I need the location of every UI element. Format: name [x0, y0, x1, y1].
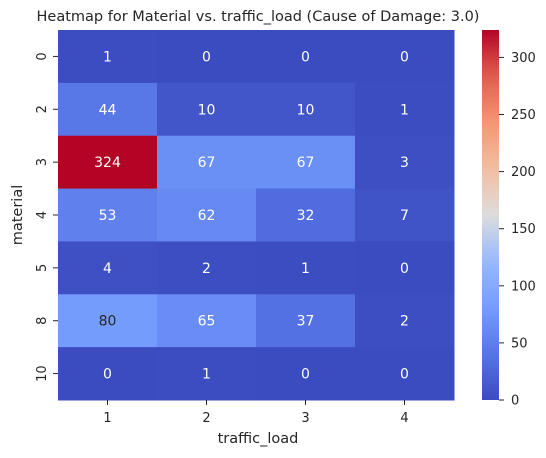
colorbar-tick-label: 50 — [511, 336, 528, 351]
cell-value-label: 4 — [103, 261, 112, 277]
chart-title: Heatmap for Material vs. traffic_load (C… — [37, 9, 480, 25]
y-tick-label: 0 — [35, 52, 50, 60]
cell-value-label: 0 — [400, 261, 409, 277]
cell-value-label: 62 — [198, 208, 216, 224]
x-tick-label: 4 — [400, 411, 408, 426]
cell-value-label: 0 — [301, 49, 310, 65]
cell-value-label: 1 — [400, 102, 409, 118]
cell-value-label: 53 — [99, 208, 117, 224]
x-axis-ticks: 1 2 3 4 — [103, 400, 408, 426]
cell-value-label: 67 — [198, 155, 216, 171]
cell-value-label: 1 — [301, 261, 310, 277]
y-axis-label: material — [10, 185, 26, 246]
y-tick-label: 10 — [35, 365, 50, 382]
cell-value-label: 10 — [297, 102, 315, 118]
x-tick-label: 2 — [202, 411, 210, 426]
cell-value-label: 32 — [297, 208, 315, 224]
colorbar-tick-label: 100 — [511, 279, 536, 294]
cell-value-label: 3 — [400, 155, 409, 171]
x-axis-label: traffic_load — [218, 431, 299, 447]
cell-value-label: 1 — [103, 49, 112, 65]
colorbar-tick-label: 300 — [511, 51, 536, 66]
cell-value-label: 7 — [400, 208, 409, 224]
cell-value-label: 0 — [400, 49, 409, 65]
cell-value-label: 0 — [202, 49, 211, 65]
cell-value-label: 1 — [202, 367, 211, 383]
colorbar-ticks: 0 50 100 150 200 250 300 — [499, 51, 536, 409]
colorbar-tick-label: 250 — [511, 108, 536, 123]
x-tick-label: 1 — [103, 411, 111, 426]
y-tick-label: 4 — [35, 211, 50, 219]
cell-value-label: 44 — [99, 102, 117, 118]
colorbar — [482, 30, 499, 400]
cell-value-label: 0 — [301, 367, 310, 383]
x-tick-label: 3 — [301, 411, 309, 426]
y-axis-ticks: 0 2 3 4 5 8 10 — [35, 52, 58, 382]
colorbar-tick-label: 0 — [511, 394, 519, 409]
cell-value-label: 80 — [99, 314, 117, 330]
y-tick-label: 2 — [35, 105, 50, 113]
colorbar-tick-label: 150 — [511, 222, 536, 237]
cell-value-label: 2 — [202, 261, 211, 277]
cell-value-label: 0 — [103, 367, 112, 383]
colorbar-tick-label: 200 — [511, 165, 536, 180]
cell-value-label: 2 — [400, 314, 409, 330]
heatmap-cells — [58, 30, 455, 401]
cell-value-label: 67 — [297, 155, 315, 171]
cell-value-label: 0 — [400, 367, 409, 383]
cell-value-label: 37 — [297, 314, 315, 330]
cell-value-label: 10 — [198, 102, 216, 118]
y-tick-label: 8 — [35, 317, 50, 325]
cell-value-label: 324 — [94, 155, 121, 171]
y-tick-label: 3 — [35, 158, 50, 166]
y-tick-label: 5 — [35, 264, 50, 272]
cell-value-label: 65 — [198, 314, 216, 330]
